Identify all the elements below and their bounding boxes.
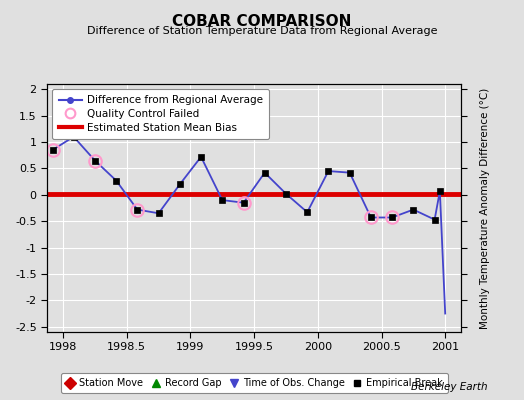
Y-axis label: Monthly Temperature Anomaly Difference (°C): Monthly Temperature Anomaly Difference (… xyxy=(480,87,490,329)
Text: COBAR COMPARISON: COBAR COMPARISON xyxy=(172,14,352,29)
Text: Berkeley Earth: Berkeley Earth xyxy=(411,382,487,392)
Legend: Station Move, Record Gap, Time of Obs. Change, Empirical Break: Station Move, Record Gap, Time of Obs. C… xyxy=(61,373,447,393)
Text: Difference of Station Temperature Data from Regional Average: Difference of Station Temperature Data f… xyxy=(87,26,437,36)
